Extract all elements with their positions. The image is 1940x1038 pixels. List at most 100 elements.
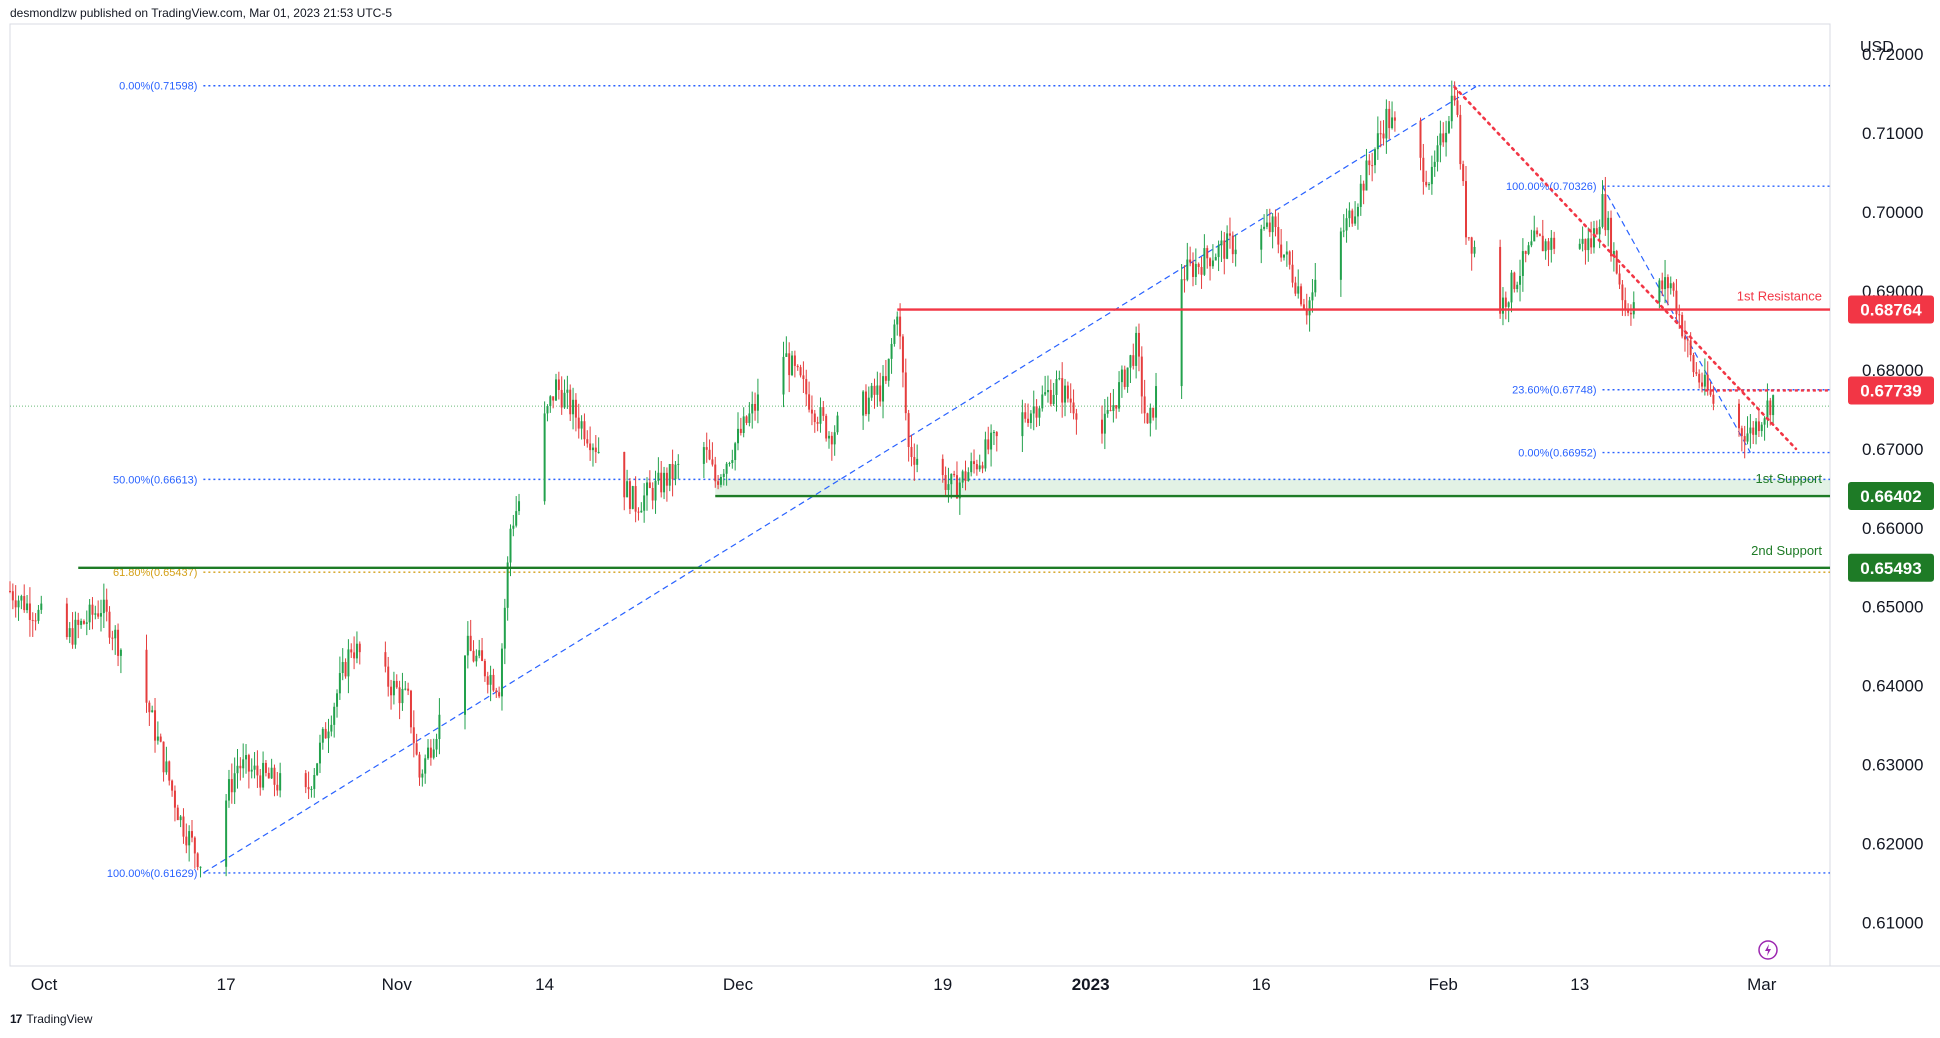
candle-body [978, 465, 981, 470]
y-tick-label: 0.65000 [1862, 598, 1923, 617]
fib-major-label: 61.80%(0.65437) [113, 567, 197, 579]
candle-body [1106, 410, 1109, 414]
footer-branding: 17 TradingView [10, 1012, 92, 1026]
candle-body [1598, 226, 1601, 235]
y-tick-label: 0.66000 [1862, 519, 1923, 538]
candle-body [1504, 297, 1507, 307]
candle-body [1442, 133, 1445, 143]
candle-body [1146, 413, 1149, 424]
candle-body [1203, 248, 1206, 275]
candle-body [597, 451, 600, 453]
candle-body [398, 687, 401, 704]
candle-body [1544, 241, 1547, 252]
candle-body [1192, 262, 1194, 277]
candle-body [1214, 257, 1217, 261]
candle-body [239, 765, 242, 769]
candle-body [227, 779, 230, 801]
candle-body [28, 603, 31, 620]
candle-body [88, 604, 91, 623]
candle-body [321, 728, 324, 743]
candle-body [822, 407, 825, 416]
candle-body [1578, 243, 1581, 249]
candle-body [165, 761, 168, 773]
candle-body [350, 649, 353, 653]
candle-body [987, 439, 990, 450]
candle-body [1308, 300, 1311, 316]
candle-body [1462, 164, 1465, 182]
candle-body [68, 628, 71, 638]
candle-body [1436, 145, 1439, 162]
candle-body [833, 432, 836, 445]
candle-body [631, 486, 634, 509]
candle-body [1069, 398, 1072, 403]
y-tick-label: 0.68000 [1862, 361, 1923, 380]
candle-body [1473, 246, 1476, 254]
price-flag-label: 0.68764 [1860, 301, 1922, 320]
candle-body [1112, 405, 1115, 412]
candle-body [1590, 238, 1593, 248]
candle-body [1740, 428, 1743, 437]
candle-body [421, 773, 424, 778]
candle-body [1632, 302, 1635, 315]
candle-body [1755, 421, 1758, 435]
candle-body [1538, 234, 1541, 236]
candle-body [1393, 117, 1396, 121]
candle-body [1516, 284, 1519, 290]
candle-body [65, 603, 68, 638]
candle-body [1425, 181, 1428, 186]
candle-body [947, 484, 950, 490]
candle-body [384, 652, 387, 667]
candle-body [401, 688, 404, 704]
candle-body [247, 755, 250, 772]
candle-body [708, 449, 711, 460]
candle-body [1302, 304, 1305, 309]
support-zone-layer [715, 479, 1830, 497]
x-tick-label: 2023 [1072, 975, 1110, 994]
candle-body [478, 650, 481, 656]
fibonacci-layer: 0.00%(0.71598) 50.00%(0.66613) 61.80%(0.65… [107, 81, 1830, 880]
candle-body [1618, 273, 1621, 285]
candle-body [1180, 279, 1183, 387]
candle-body [100, 613, 102, 617]
candle-body [310, 788, 313, 790]
candle-body [788, 353, 791, 376]
candle-body [791, 355, 794, 376]
candle-body [876, 385, 879, 395]
candle-body [728, 463, 731, 465]
candle-body [1430, 166, 1433, 185]
candle-body [995, 432, 998, 437]
candle-body [1280, 244, 1283, 258]
candle-body [512, 525, 515, 529]
candle-body [1300, 286, 1303, 305]
candle-body [193, 837, 196, 854]
candle-body [1465, 181, 1467, 238]
candle-body [990, 432, 993, 450]
candle-body [259, 775, 262, 788]
candle-body [31, 619, 34, 621]
candle-body [910, 446, 913, 458]
candle-body [904, 372, 907, 414]
candle-body [1038, 408, 1041, 418]
candle-body [1274, 216, 1277, 228]
candle-body [1291, 264, 1294, 283]
candle-body [418, 754, 421, 778]
x-tick-label: 13 [1570, 975, 1589, 994]
fib-major-label: 50.00%(0.66613) [113, 474, 197, 486]
candle-body [1032, 406, 1035, 414]
candle-body [1678, 314, 1681, 316]
candle-body [651, 487, 654, 501]
candle-body [907, 413, 910, 447]
candle-body [1288, 251, 1291, 265]
candle-body [1760, 424, 1763, 432]
candle-body [1354, 216, 1357, 224]
candle-body [563, 392, 566, 408]
price-flag [1848, 553, 1934, 582]
candle-body [1692, 355, 1695, 373]
candle-body [1234, 249, 1237, 255]
candle-body [1513, 272, 1516, 290]
candle-body [1445, 132, 1448, 143]
candle-body [358, 643, 361, 653]
candle-body [1701, 382, 1704, 387]
candle-body [1339, 231, 1342, 280]
